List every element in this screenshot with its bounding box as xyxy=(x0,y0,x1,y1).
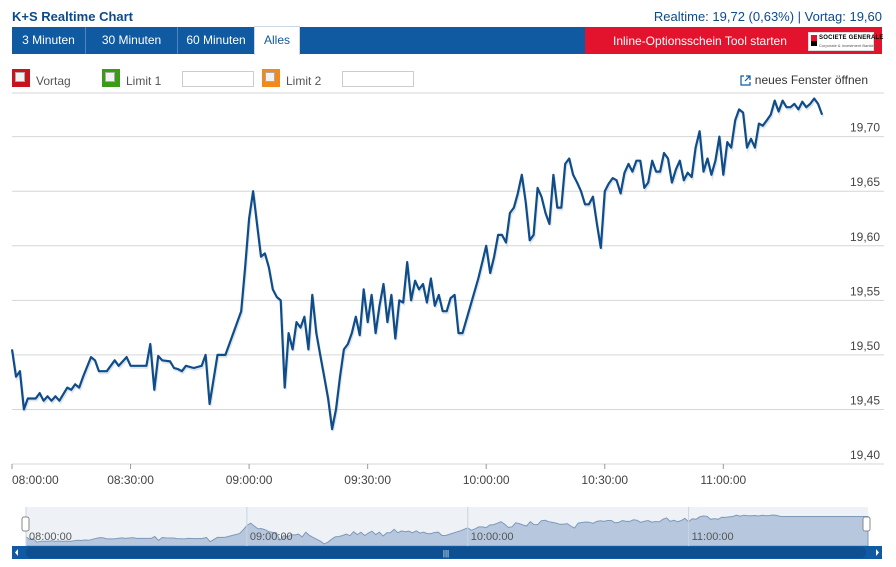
y-tick-label: 19,50 xyxy=(850,339,880,353)
limit1-input[interactable] xyxy=(182,71,254,87)
x-tick-label: 09:00:00 xyxy=(226,473,273,487)
tab-alles[interactable]: Alles xyxy=(254,26,300,55)
chart-options: Vortag Limit 1 Limit 2 neues Fenster öff… xyxy=(0,66,896,92)
x-tick-label: 08:00:00 xyxy=(12,473,59,487)
y-tick-label: 19,70 xyxy=(850,121,880,135)
limit2-input[interactable] xyxy=(342,71,414,87)
limit1-label: Limit 1 xyxy=(126,74,162,88)
limit1-checkbox[interactable] xyxy=(102,69,120,87)
scrollbar-thumb[interactable] xyxy=(26,547,866,558)
options-tool-label: Inline-Optionsschein Tool starten xyxy=(613,34,787,48)
navigator-tick-label: 09:00:00 xyxy=(250,531,293,543)
new-window-link[interactable]: neues Fenster öffnen xyxy=(740,73,868,87)
x-tick-label: 09:30:00 xyxy=(344,473,391,487)
tab-60-minuten[interactable]: 60 Minuten xyxy=(186,33,246,47)
navigator-left-handle[interactable] xyxy=(21,516,30,532)
x-tick-label: 10:00:00 xyxy=(463,473,510,487)
realtime-quote: Realtime: 19,72 (0,63%) | Vortag: 19,60 xyxy=(653,9,882,24)
navigator-area xyxy=(25,514,869,547)
y-tick-label: 19,65 xyxy=(850,175,880,189)
external-link-icon xyxy=(740,75,751,86)
chart-title: K+S Realtime Chart xyxy=(12,9,134,24)
navigator-tick-label: 10:00:00 xyxy=(471,531,514,543)
navigator-tick-label: 08:00:00 xyxy=(29,531,72,543)
limit2-label: Limit 2 xyxy=(286,74,322,88)
x-tick-label: 11:00:00 xyxy=(700,473,746,487)
tab-30-minuten[interactable]: 30 Minuten xyxy=(86,27,178,54)
y-tick-label: 19,40 xyxy=(850,448,880,462)
limit2-checkbox[interactable] xyxy=(262,69,280,87)
navigator-right-handle[interactable] xyxy=(862,516,871,532)
new-window-label: neues Fenster öffnen xyxy=(754,73,868,87)
chart-grid xyxy=(12,92,884,465)
x-axis: 08:00:00 08:30:00 09:00:00 09:30:00 10:00:00… xyxy=(11,464,747,487)
y-tick-label: 19,60 xyxy=(850,230,880,244)
y-axis: 19,70 19,65 19,60 19,55 19,50 19,45 19,40 xyxy=(850,121,880,462)
navigator-axis: 08:00:00 09:00:00 10:00:00 11:00:00 xyxy=(25,507,734,546)
vortag-checkbox[interactable] xyxy=(12,69,30,87)
scroll-right-arrow-icon[interactable] xyxy=(876,549,879,556)
societe-generale-logo: SOCIETE GENERALE Corporate & Investment … xyxy=(808,32,883,51)
scrollbar-grip: ||| xyxy=(443,549,449,558)
chart-header: K+S Realtime Chart Realtime: 19,72 (0,63… xyxy=(0,0,896,26)
price-line xyxy=(10,97,824,431)
price-chart: 19,70 19,65 19,60 19,55 19,50 19,45 19,40 08:0… xyxy=(10,92,884,487)
timeframe-tabs: 3 Minuten 30 Minuten 60 Minuten Alles In… xyxy=(12,26,883,55)
scroll-left-arrow-icon[interactable] xyxy=(15,549,18,556)
x-tick-label: 10:30:00 xyxy=(581,473,628,487)
chart-navigator[interactable]: 08:00:00 09:00:00 10:00:00 11:00:00 ||| xyxy=(0,505,896,567)
vortag-label: Vortag xyxy=(36,74,71,88)
options-tool-button[interactable]: Inline-Optionsschein Tool starten SOCIET… xyxy=(585,27,883,54)
x-tick-label: 08:30:00 xyxy=(107,473,154,487)
navigator-tick-label: 11:00:00 xyxy=(692,531,734,543)
y-tick-label: 19,55 xyxy=(850,284,880,298)
y-tick-label: 19,45 xyxy=(850,393,880,407)
tab-3-minuten[interactable]: 3 Minuten xyxy=(12,27,86,54)
